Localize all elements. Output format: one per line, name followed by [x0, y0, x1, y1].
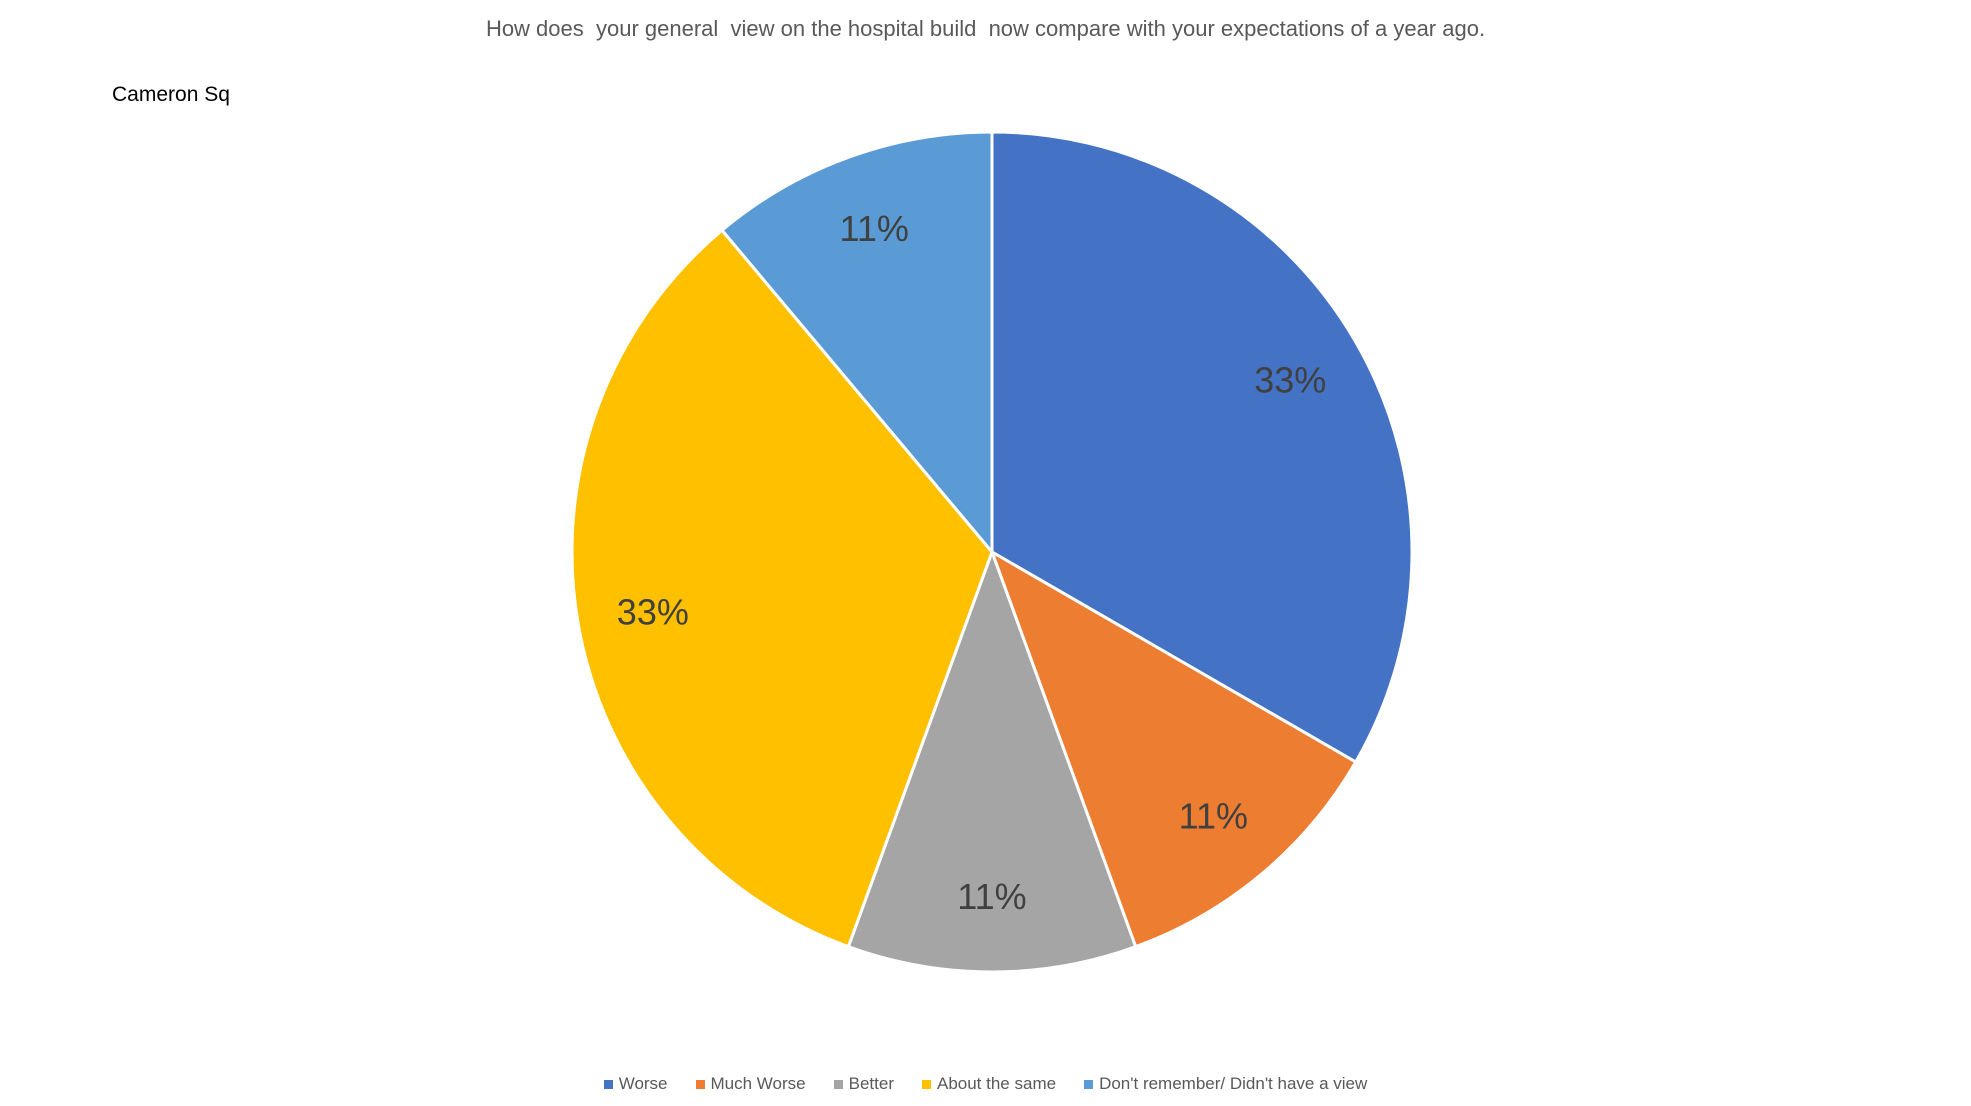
legend-label: Worse [618, 1074, 668, 1093]
legend: Worse Much Worse Better About the same Don't… [0, 1074, 1971, 1094]
legend-label: About the same [936, 1074, 1057, 1093]
data-label-better: 11% [957, 876, 1026, 917]
legend-item-worse: Worse [603, 1074, 668, 1094]
chart-title: How does your general view on the hospit… [485, 16, 1486, 41]
legend-swatch [833, 1079, 843, 1089]
data-label-worse: 33% [1254, 359, 1326, 400]
legend-item-better: Better [833, 1074, 894, 1094]
legend-label: Much Worse [710, 1074, 806, 1093]
data-label-much-worse: 11% [1179, 795, 1248, 836]
legend-label: Better [848, 1074, 894, 1093]
pie-slice-worse [990, 130, 1414, 765]
legend-item-about-the-same: About the same [921, 1074, 1057, 1094]
pie-slice-about-the-same [570, 228, 994, 949]
pie-slice-much-worse [989, 548, 1358, 949]
legend-label: Don't remember/ Didn't have a view [1099, 1074, 1368, 1093]
data-label-don-t-remember-didn-t-have-a-view: 11% [840, 208, 909, 249]
pie-slice-don-t-remember-didn-t-have-a-view [719, 130, 994, 557]
legend-swatch [695, 1079, 705, 1089]
legend-swatch [1084, 1079, 1094, 1089]
pie-slice-better [846, 547, 1138, 974]
panel-label: Cameron Sq [112, 83, 230, 106]
legend-swatch [603, 1079, 613, 1089]
legend-item-much-worse: Much Worse [695, 1074, 806, 1094]
legend-item-don-t-remember-didn-t-have-a-view: Don't remember/ Didn't have a view [1084, 1074, 1367, 1094]
legend-swatch [921, 1079, 931, 1089]
data-label-about-the-same: 33% [617, 591, 689, 632]
